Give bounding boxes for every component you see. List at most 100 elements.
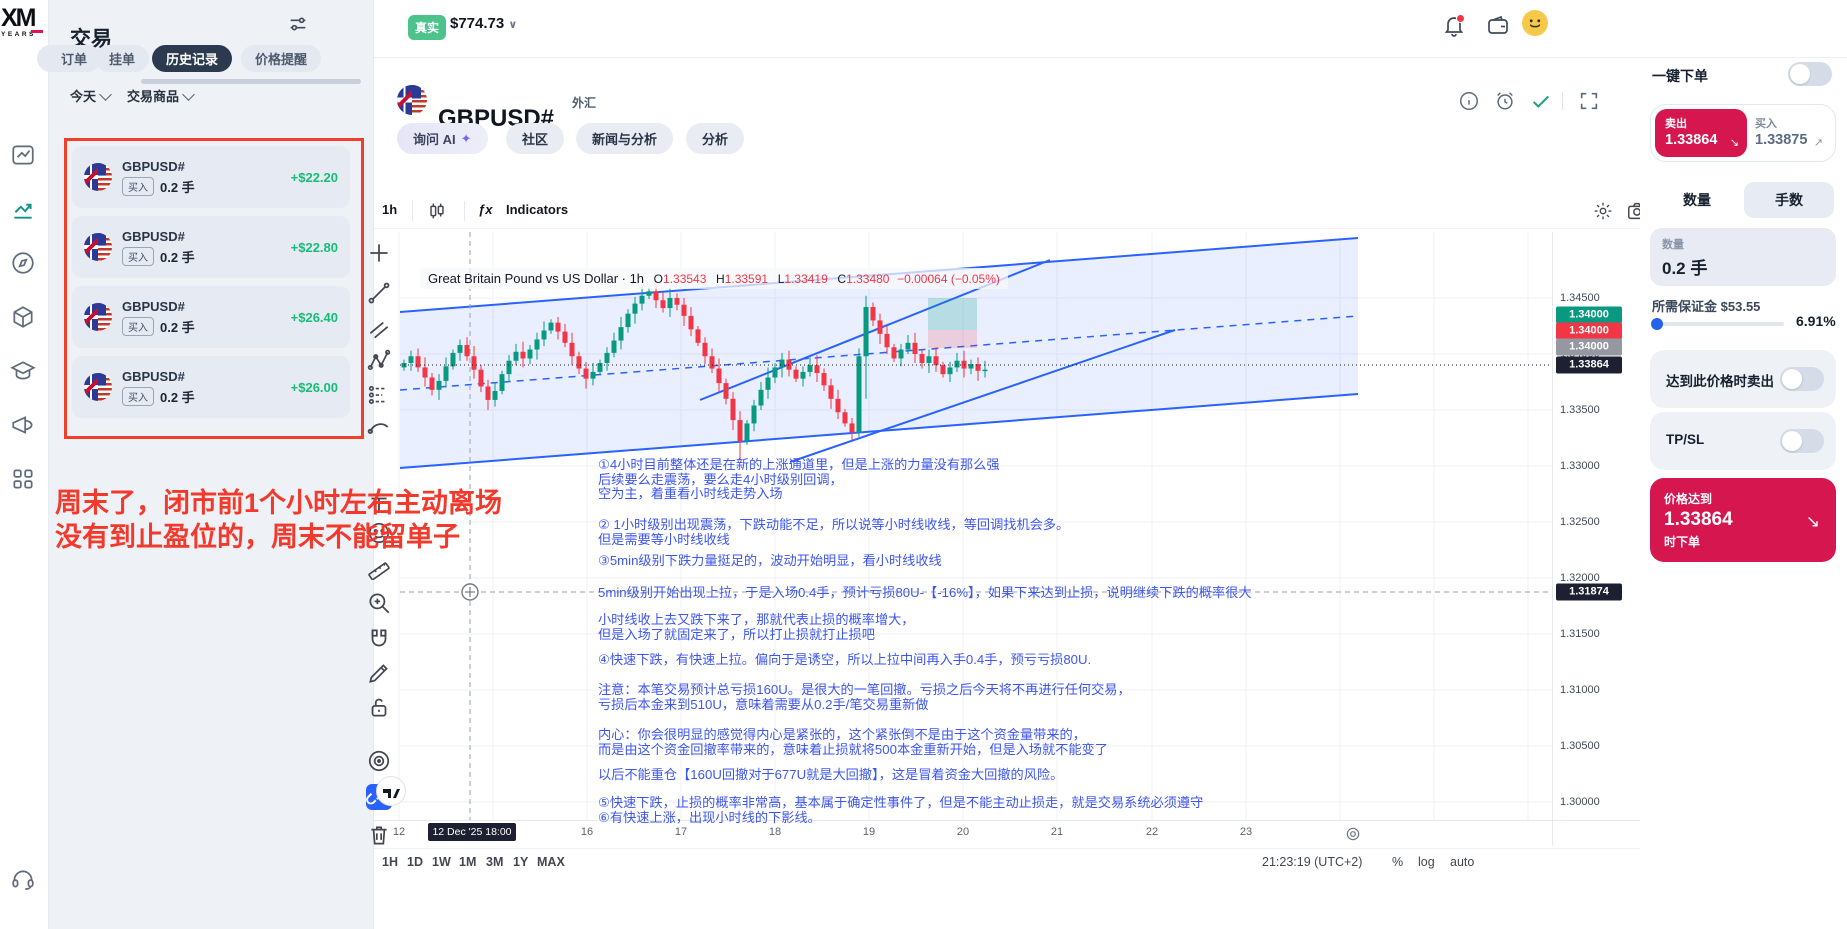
tab-orders[interactable]: 订单 bbox=[37, 45, 102, 72]
trade-volume: 0.2 手 bbox=[160, 179, 195, 195]
slider-knob[interactable] bbox=[1651, 318, 1663, 330]
margin-slider[interactable] bbox=[1651, 318, 1784, 330]
xabcd-pattern-tool-icon[interactable] bbox=[366, 348, 392, 374]
place-order-button[interactable]: 价格达到 1.33864 时下单 ↘ bbox=[1650, 478, 1836, 562]
buy-button[interactable]: 买入 1.33875 ↗ bbox=[1755, 118, 1823, 149]
chart-settings-gear-icon[interactable] bbox=[1592, 200, 1614, 222]
tab-pending[interactable]: 挂单 bbox=[95, 45, 150, 72]
apps-grid-icon[interactable] bbox=[10, 466, 36, 492]
fullscreen-icon[interactable] bbox=[1578, 90, 1600, 112]
text-tool-icon[interactable] bbox=[366, 492, 392, 518]
tab-amount[interactable]: 数量 bbox=[1683, 192, 1711, 208]
price-axis-label: 1.31000 bbox=[1560, 684, 1600, 696]
chart-toolbar: 1h ƒx Indicators bbox=[374, 198, 1847, 229]
filter-settings-icon[interactable] bbox=[287, 13, 309, 35]
trade-history-item[interactable]: GBPUSD# 买入 0.2 手 +$22.20 bbox=[72, 146, 350, 208]
price-axis[interactable] bbox=[1552, 232, 1553, 846]
time-axis-settings-icon[interactable] bbox=[1345, 826, 1361, 842]
chart-clock[interactable]: 21:23:19 (UTC+2) bbox=[1262, 855, 1363, 869]
side-badge: 买入 bbox=[122, 316, 154, 336]
parallel-channel-tool-icon[interactable] bbox=[366, 316, 392, 342]
edit-tool-icon[interactable] bbox=[366, 660, 392, 686]
indicators-button[interactable]: Indicators bbox=[506, 202, 569, 217]
volume-mode-tabs: 数量 手数 bbox=[1650, 180, 1836, 220]
time-axis-label: 18 bbox=[768, 826, 782, 838]
tab-price-alerts[interactable]: 价格提醒 bbox=[241, 45, 322, 72]
chart-text-annotation[interactable]: ④快速下跌，有快速上拉。偏向于是诱空，所以上拉中间再入手0.4手，预亏亏损80U… bbox=[598, 652, 1092, 667]
tradingview-logo[interactable] bbox=[376, 776, 406, 806]
chart-text-annotation[interactable]: 内心：你会很明显的感觉得内心是紧张的，这个紧张倒不是由于这个资金量带来的， 而是由… bbox=[598, 727, 1108, 757]
alarm-icon[interactable] bbox=[1494, 90, 1516, 112]
ask-ai-button[interactable]: 询问 AI ✦ bbox=[397, 123, 488, 154]
candle-style-icon[interactable] bbox=[426, 200, 448, 222]
emoji-tool-icon[interactable] bbox=[366, 520, 392, 546]
interval-button[interactable]: 1h bbox=[382, 202, 398, 217]
chart-text-annotation[interactable]: ①4小时目前整体还是在新的上涨通道里，但是上涨的力量没有那么强 后续要么走震荡，要… bbox=[598, 457, 1000, 502]
fx-icon[interactable]: ƒx bbox=[478, 202, 493, 217]
percent-scale-button[interactable]: % bbox=[1392, 855, 1404, 869]
curve-tool-icon[interactable] bbox=[366, 414, 392, 440]
filter-today[interactable]: 今天 bbox=[70, 86, 112, 105]
volume-input[interactable]: 数量 0.2 手 bbox=[1650, 228, 1836, 286]
community-button[interactable]: 社区 bbox=[506, 123, 565, 154]
auto-scale-button[interactable]: auto bbox=[1450, 855, 1475, 869]
one-click-trading-toggle[interactable] bbox=[1788, 62, 1832, 86]
analysis-button[interactable]: 分析 bbox=[686, 123, 745, 154]
chart-text-annotation[interactable]: 5min级别开始出现上拉，于是入场0.4手，预计亏损80U-【-16%】，如果下… bbox=[598, 585, 1252, 600]
tabs-scrollbar[interactable] bbox=[141, 79, 361, 84]
trash-tool-icon[interactable] bbox=[366, 822, 392, 848]
tf-max[interactable]: MAX bbox=[537, 855, 565, 869]
discover-compass-icon[interactable] bbox=[10, 250, 36, 276]
check-icon[interactable] bbox=[1530, 90, 1552, 112]
chart-text-annotation[interactable]: ② 1小时级别出现震荡，下跌动能不足，所以说等小时线收线，等回调找机会多。 但是需… bbox=[598, 517, 1070, 547]
account-balance[interactable]: $774.73 ∨ bbox=[450, 15, 518, 32]
tf-1m[interactable]: 1M bbox=[459, 855, 477, 869]
trade-history-item[interactable]: GBPUSD# 买入 0.2 手 +$26.40 bbox=[72, 286, 350, 348]
xm-logo[interactable]: XM YEARS bbox=[1, 6, 47, 38]
news-analysis-button[interactable]: 新闻与分析 bbox=[576, 123, 674, 154]
chart-legend[interactable]: Great Britain Pound vs US Dollar · 1h O1… bbox=[420, 268, 1008, 289]
tf-1w[interactable]: 1W bbox=[432, 855, 451, 869]
news-megaphone-icon[interactable] bbox=[10, 412, 36, 438]
tf-3m[interactable]: 3M bbox=[486, 855, 504, 869]
hide-drawings-icon[interactable] bbox=[366, 748, 392, 774]
lock-tool-icon[interactable] bbox=[366, 694, 392, 720]
crosshair-tool-icon[interactable] bbox=[366, 240, 392, 266]
trade-volume: 0.2 手 bbox=[160, 389, 195, 405]
trade-history-item[interactable]: GBPUSD# 买入 0.2 手 +$22.80 bbox=[72, 216, 350, 278]
sell-at-price-toggle[interactable] bbox=[1780, 367, 1824, 391]
log-scale-button[interactable]: log bbox=[1418, 855, 1435, 869]
forecast-tool-icon[interactable] bbox=[366, 382, 392, 408]
tf-1y[interactable]: 1Y bbox=[513, 855, 529, 869]
trade-volume: 0.2 手 bbox=[160, 319, 195, 335]
chart-text-annotation[interactable]: 小时线收上去又跌下来了，那就代表止损的概率增大， 但是入场了就固定来了，所以打止损… bbox=[598, 612, 915, 642]
chart-text-annotation[interactable]: ③5min级别下跌力量挺足的，波动开始明显，看小时线收线 bbox=[598, 553, 942, 568]
avatar[interactable] bbox=[1522, 10, 1548, 36]
tab-history[interactable]: 历史记录 bbox=[152, 45, 233, 72]
products-cube-icon[interactable] bbox=[10, 304, 36, 330]
info-icon[interactable] bbox=[1458, 90, 1480, 112]
tf-1h[interactable]: 1H bbox=[382, 855, 398, 869]
academy-icon[interactable] bbox=[10, 358, 36, 384]
watchlist-chart-icon[interactable] bbox=[10, 142, 36, 168]
magnet-tool-icon[interactable] bbox=[366, 626, 392, 652]
chart-text-annotation[interactable]: 注意：本笔交易预计总亏损160U。是很大的一笔回撤。亏损之后今天将不再进行任何交… bbox=[598, 682, 1131, 712]
trendline-tool-icon[interactable] bbox=[366, 280, 392, 306]
price-tag-red: 1.34000 bbox=[1556, 322, 1622, 340]
tab-lots[interactable]: 手数 bbox=[1744, 182, 1834, 218]
measure-tool-icon[interactable] bbox=[366, 554, 392, 581]
wallet-icon[interactable] bbox=[1486, 14, 1510, 38]
chart-text-annotation[interactable]: 以后不能重仓【160U回撤对于677U就是大回撤】，这是冒着资金大回撤的风险。 bbox=[598, 767, 1064, 782]
notifications-bell-icon[interactable] bbox=[1442, 14, 1466, 38]
support-headset-icon[interactable] bbox=[10, 866, 36, 892]
trade-history-item[interactable]: GBPUSD# 买入 0.2 手 +$26.00 bbox=[72, 356, 350, 418]
tf-1d[interactable]: 1D bbox=[407, 855, 423, 869]
tpsl-toggle[interactable] bbox=[1780, 429, 1824, 453]
price-axis-label: 1.33500 bbox=[1560, 404, 1600, 416]
trade-transfer-icon[interactable] bbox=[10, 196, 36, 222]
filter-instrument[interactable]: 交易商品 bbox=[127, 86, 195, 105]
sell-button[interactable]: 卖出 1.33864 ↘ bbox=[1655, 109, 1747, 157]
chart-text-annotation[interactable]: ⑤快速下跌，止损的概率非常高，基本属于确定性事件了，但是不能主动止损走，就是交易… bbox=[598, 795, 1204, 825]
zoom-in-tool-icon[interactable] bbox=[366, 590, 392, 616]
